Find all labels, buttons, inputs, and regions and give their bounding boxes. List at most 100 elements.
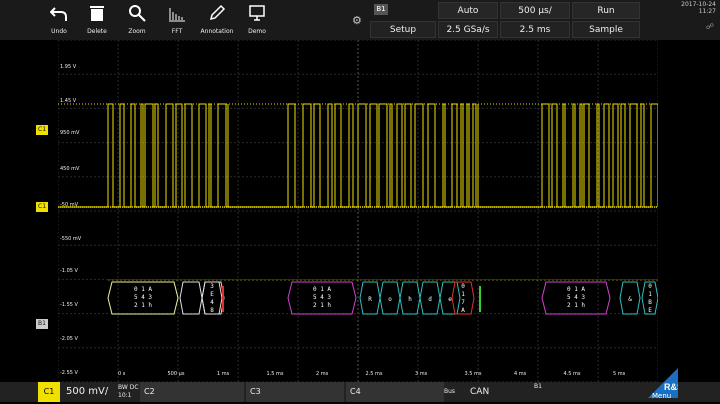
- volt-label: -2.55 V: [60, 370, 78, 376]
- time-label: 3 ms: [415, 371, 428, 377]
- frame3-id: [541, 281, 611, 315]
- demo-icon: [249, 5, 265, 21]
- demo-label: Demo: [248, 28, 266, 35]
- frame2-text-text: h: [408, 296, 412, 303]
- annotation-button[interactable]: Annotation: [198, 0, 236, 40]
- volt-label: -2.05 V: [60, 336, 78, 342]
- bottom-bar: C1 500 mV/ BW DC 10:1 C2 C3 C4 Bus CAN B1: [0, 382, 720, 402]
- volt-label: -50 mV: [60, 202, 79, 208]
- frame3-id-text: 0 1 A: [567, 286, 585, 293]
- frame3-data-text: 1: [648, 291, 652, 298]
- volt-label: -1.55 V: [60, 302, 78, 308]
- zoom-label: Zoom: [128, 28, 146, 35]
- bw-info: BW DC 10:1: [118, 384, 139, 404]
- frame3-data: [641, 281, 658, 315]
- undo-button[interactable]: Undo: [40, 0, 78, 40]
- annotation-label: Annotation: [200, 28, 234, 35]
- time-label: 4.5 ms: [563, 371, 581, 377]
- fft-icon: [169, 8, 185, 22]
- datetime: 2017-10-24 11:27: [681, 1, 716, 15]
- frame1-id: [107, 281, 179, 315]
- frame2-text-text: o: [388, 296, 392, 303]
- bus-type[interactable]: CAN: [470, 387, 490, 397]
- c1-button[interactable]: C1: [38, 382, 60, 402]
- gear-icon[interactable]: ⚙: [352, 14, 362, 27]
- frame1-id-text: 0 1 A: [134, 286, 152, 293]
- svg-text:R&S: R&S: [664, 382, 678, 392]
- fft-label: FFT: [171, 28, 183, 35]
- date: 2017-10-24: [681, 1, 716, 8]
- frame3-data-text: E: [648, 307, 652, 314]
- setup-button[interactable]: Setup: [370, 21, 436, 38]
- acq-mode[interactable]: Sample: [572, 21, 640, 38]
- time-label: 2 ms: [316, 371, 329, 377]
- frame2-id-text: 2 1 h: [313, 302, 331, 309]
- menu-logo-icon[interactable]: R&S: [648, 368, 678, 398]
- menu-label[interactable]: Menu: [652, 392, 672, 400]
- frame3-id-text: 2 1 h: [567, 302, 585, 309]
- frame1-data-text: 8: [210, 307, 214, 314]
- time: 11:27: [698, 8, 716, 15]
- frame2-id-text: 5 4 3: [313, 294, 331, 301]
- frame1-data-text: 3: [210, 283, 214, 290]
- trash-icon: [90, 6, 104, 21]
- frame2-text-text: d: [428, 296, 432, 303]
- frame2-id: [287, 281, 357, 315]
- time-label: 1.5 ms: [266, 371, 284, 377]
- zoom-button[interactable]: Zoom: [118, 0, 156, 40]
- delete-button[interactable]: Delete: [78, 0, 116, 40]
- c4-button[interactable]: C4: [346, 382, 444, 402]
- frame3-id-text: 5 4 3: [567, 294, 585, 301]
- record-length[interactable]: 2.5 ms: [500, 21, 570, 38]
- frame1-id-text: 2 1 h: [134, 302, 152, 309]
- c2-button[interactable]: C2: [140, 382, 244, 402]
- fft-button[interactable]: FFT: [158, 0, 196, 40]
- c3-button[interactable]: C3: [246, 382, 344, 402]
- trigger-mode[interactable]: Auto: [438, 2, 498, 19]
- volt-label: -1.05 V: [60, 268, 78, 274]
- time-label: 3.5 ms: [464, 371, 482, 377]
- time-label: 4 ms: [514, 371, 527, 377]
- demo-button[interactable]: Demo: [238, 0, 276, 40]
- frame2-data-text: 0: [461, 283, 465, 290]
- run-state[interactable]: Run: [572, 2, 640, 19]
- b1-bottom-label: B1: [534, 383, 542, 390]
- b1-marker[interactable]: B1: [36, 319, 48, 329]
- frame2-text-text: R: [368, 296, 372, 303]
- bw-value: 10:1: [118, 392, 132, 399]
- frame2-data-text: A: [461, 307, 465, 314]
- volt-label: -550 mV: [60, 236, 82, 242]
- frame2-text: [439, 281, 461, 315]
- frame2-text-text: e: [448, 296, 452, 303]
- volt-label: 1.95 V: [60, 64, 77, 70]
- toolbar: Undo Delete Zoom FFT Annotation Demo ⚙ B…: [0, 0, 720, 40]
- time-label: 0 s: [118, 371, 126, 377]
- time-label: 1 ms: [217, 371, 230, 377]
- frame1-data-text: 4: [210, 299, 214, 306]
- c1-offset-marker[interactable]: C1: [36, 202, 49, 212]
- frame3-data-text: B: [648, 299, 652, 306]
- c1-scale[interactable]: 500 mV/: [66, 386, 109, 397]
- volt-label: 950 mV: [60, 130, 80, 136]
- delete-label: Delete: [87, 28, 107, 35]
- frame2-data: [451, 281, 475, 315]
- volt-label: 1.45 V: [60, 98, 77, 104]
- bus-label: Bus: [444, 388, 456, 395]
- time-label: 2.5 ms: [365, 371, 383, 377]
- network-icon: ☍: [705, 22, 714, 31]
- undo-icon: [50, 7, 67, 21]
- frame3-text: [619, 281, 641, 315]
- frame3-data-text: 0: [648, 283, 652, 290]
- pen-icon: [209, 4, 226, 21]
- frame1-id-text: 5 4 3: [134, 294, 152, 301]
- volt-label: 450 mV: [60, 166, 80, 172]
- timebase[interactable]: 500 µs/: [500, 2, 570, 19]
- sample-rate[interactable]: 2.5 GSa/s: [438, 21, 498, 38]
- frame1-data-text: E: [210, 291, 214, 298]
- zoom-icon: [129, 5, 146, 22]
- c1-trace: [58, 103, 658, 208]
- undo-label: Undo: [51, 28, 67, 35]
- frame3-text-text: &: [628, 296, 632, 303]
- c1-trigger-marker[interactable]: C1: [36, 125, 49, 135]
